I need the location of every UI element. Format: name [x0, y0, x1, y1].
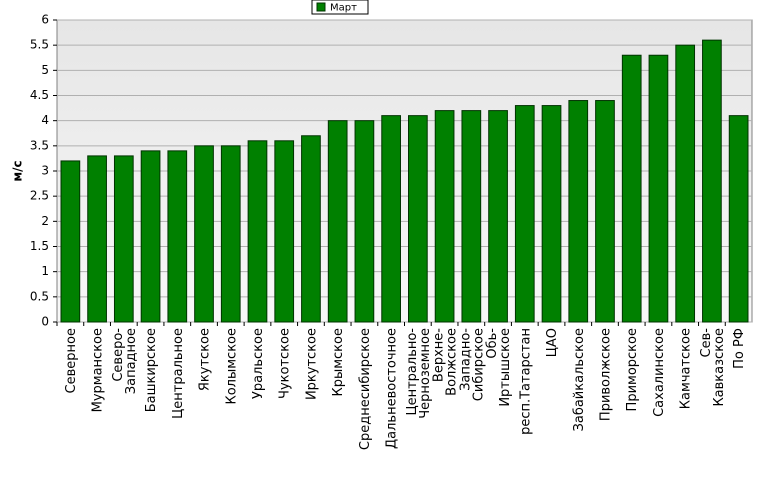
x-tick-label: Колымское	[224, 328, 239, 405]
x-tick-label: Приморское	[625, 328, 640, 411]
bar	[194, 145, 214, 323]
bar	[167, 150, 188, 323]
x-tick-label: Западно-Сибирское	[458, 328, 486, 402]
y-tick-label: 2	[41, 214, 49, 228]
x-tick-label: Центрально-Черноземное	[405, 328, 433, 419]
y-tick-label: 0.5	[30, 289, 49, 303]
bar	[274, 140, 295, 323]
x-tick-label: Среднесибирское	[358, 328, 373, 450]
legend-box	[311, 0, 369, 15]
x-tick-label: Приволжское	[598, 328, 613, 421]
bar	[514, 105, 535, 323]
bar	[60, 160, 81, 323]
y-tick-label: 6	[41, 13, 49, 27]
bar	[568, 100, 589, 323]
bar	[220, 145, 241, 323]
y-tick-label: 1	[41, 264, 49, 278]
bar	[595, 100, 615, 323]
x-tick-label: Северо-Западное	[111, 328, 139, 395]
x-tick-label: Забайкальское	[572, 328, 587, 431]
x-tick-label: Сев-Кавказское	[699, 328, 727, 407]
legend-swatch	[316, 2, 326, 12]
bar	[301, 135, 321, 323]
bar	[381, 115, 401, 323]
x-tick-label: Иркутское	[304, 328, 319, 400]
y-tick-label: 3.5	[30, 138, 49, 152]
y-tick-label: 0	[41, 315, 49, 329]
x-tick-label: Башкирское	[144, 328, 159, 412]
bar	[728, 115, 749, 323]
bar	[541, 105, 562, 323]
bar	[675, 44, 696, 323]
x-tick-label: По РФ	[732, 328, 747, 369]
x-tick-label: Якутское	[198, 328, 213, 391]
bar	[354, 120, 375, 323]
y-tick-label: 5	[41, 63, 49, 77]
y-axis-label: м/с	[11, 160, 25, 181]
bar	[87, 155, 107, 323]
bar	[702, 39, 722, 323]
bar	[327, 120, 348, 323]
y-tick-label: 3	[41, 164, 49, 178]
bar	[621, 54, 642, 323]
x-tick-label: Центральное	[171, 328, 186, 419]
y-tick-label: 5.5	[30, 38, 49, 52]
x-tick-label: Мурманское	[91, 328, 106, 412]
x-tick-label: Чукотское	[278, 328, 293, 399]
bar	[461, 110, 482, 323]
x-tick-label: Дальневосточное	[385, 328, 400, 449]
x-tick-label: Сахалинское	[652, 328, 667, 417]
y-tick-label: 4.5	[30, 88, 49, 102]
x-tick-label: Камчатское	[679, 328, 694, 409]
x-tick-label: ЦАО	[545, 328, 560, 357]
y-tick-label: 2.5	[30, 189, 49, 203]
x-tick-label: респ.Татарстан	[518, 328, 533, 435]
x-tick-label: Уральское	[251, 328, 266, 399]
bar	[434, 110, 455, 323]
y-tick-label: 1.5	[30, 239, 49, 253]
bar	[648, 54, 669, 323]
y-tick-label: 4	[41, 113, 49, 127]
bar	[247, 140, 268, 323]
x-tick-label: Верхне-Волжское	[432, 328, 460, 396]
bar	[113, 155, 134, 323]
legend-label: Март	[330, 3, 357, 14]
x-tick-label: Северное	[64, 328, 79, 393]
x-tick-label: Обь-Иртышское	[485, 328, 513, 407]
bar	[140, 150, 161, 323]
x-tick-label: Крымское	[331, 328, 346, 397]
bar	[408, 115, 428, 323]
bar	[488, 110, 508, 323]
